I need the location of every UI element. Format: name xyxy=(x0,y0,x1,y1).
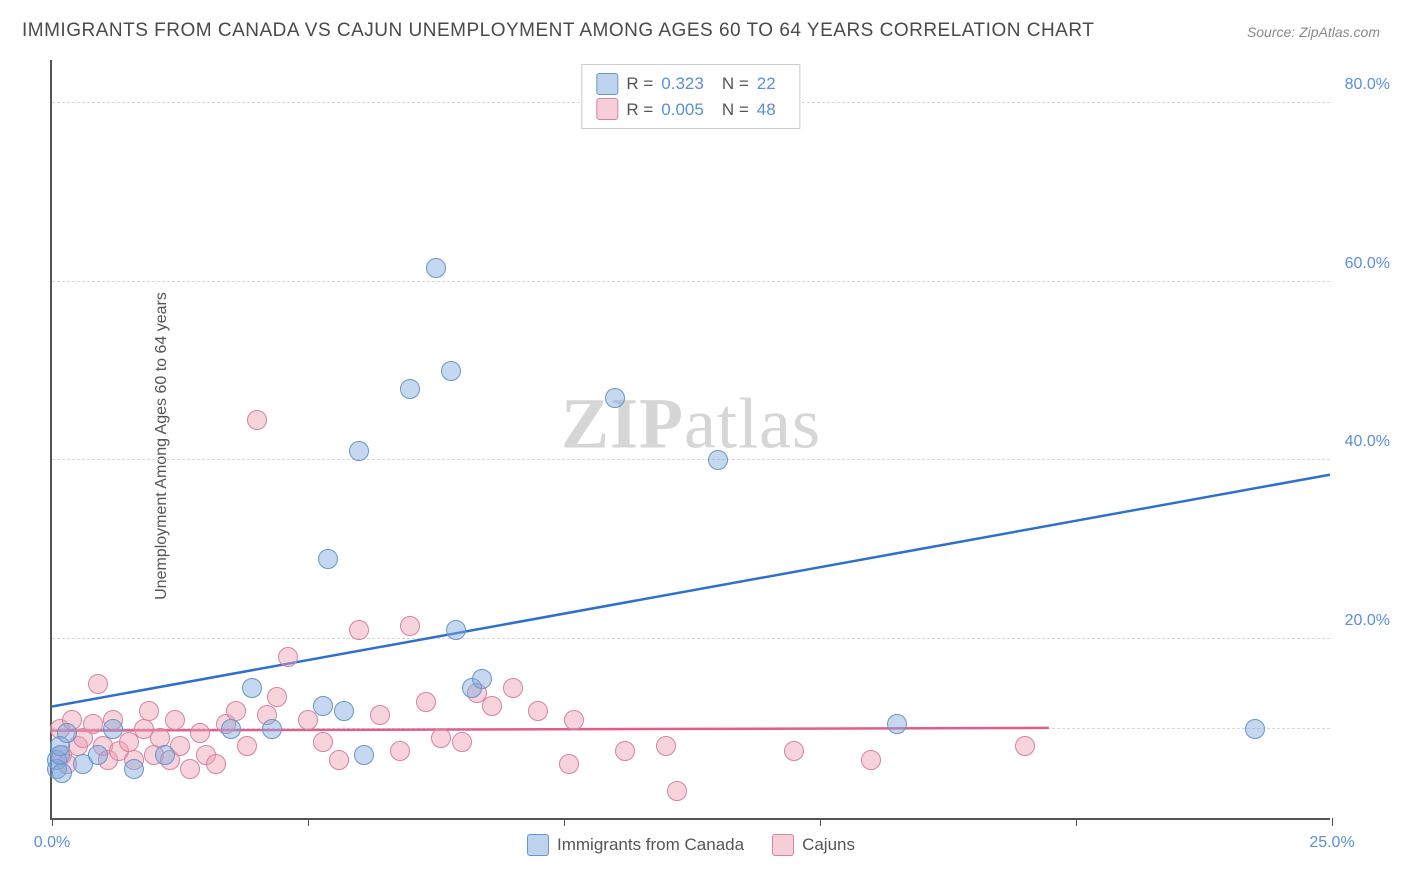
y-tick-label: 80.0% xyxy=(1345,76,1390,94)
scatter-point-blue xyxy=(103,719,123,739)
chart-title: IMMIGRANTS FROM CANADA VS CAJUN UNEMPLOY… xyxy=(22,20,1094,42)
scatter-point-blue xyxy=(354,745,374,765)
swatch-blue-icon xyxy=(527,834,549,856)
scatter-point-blue xyxy=(1245,719,1265,739)
scatter-point-pink xyxy=(416,692,436,712)
scatter-point-pink xyxy=(656,736,676,756)
x-tick-label: 25.0% xyxy=(1309,834,1354,852)
scatter-point-pink xyxy=(278,647,298,667)
gridline xyxy=(52,728,1330,729)
scatter-point-blue xyxy=(88,745,108,765)
scatter-point-blue xyxy=(155,745,175,765)
r-label: R = xyxy=(626,97,653,123)
gridline xyxy=(52,459,1330,460)
scatter-point-blue xyxy=(221,719,241,739)
scatter-point-blue xyxy=(887,714,907,734)
gridline xyxy=(52,638,1330,639)
gridline xyxy=(52,281,1330,282)
scatter-point-blue xyxy=(242,678,262,698)
x-tick xyxy=(564,818,565,826)
scatter-point-pink xyxy=(165,710,185,730)
scatter-point-blue xyxy=(400,379,420,399)
scatter-plot: ZIPatlas 20.0%40.0%60.0%80.0% 0.0%25.0% … xyxy=(50,60,1330,820)
r-value-blue: 0.323 xyxy=(661,71,704,97)
scatter-point-blue xyxy=(426,258,446,278)
scatter-point-pink xyxy=(667,781,687,801)
x-tick xyxy=(308,818,309,826)
scatter-point-blue xyxy=(472,669,492,689)
swatch-blue-icon xyxy=(596,73,618,95)
scatter-point-pink xyxy=(88,674,108,694)
scatter-point-pink xyxy=(370,705,390,725)
x-tick xyxy=(52,818,53,826)
series-label-pink: Cajuns xyxy=(802,835,855,855)
series-label-blue: Immigrants from Canada xyxy=(557,835,744,855)
scatter-point-pink xyxy=(431,728,451,748)
swatch-pink-icon xyxy=(596,98,618,120)
scatter-point-pink xyxy=(139,701,159,721)
scatter-point-pink xyxy=(206,754,226,774)
scatter-point-pink xyxy=(564,710,584,730)
x-tick-label: 0.0% xyxy=(34,834,70,852)
scatter-point-pink xyxy=(237,736,257,756)
series-legend: Immigrants from Canada Cajuns xyxy=(527,834,855,856)
n-value-blue: 22 xyxy=(757,71,776,97)
scatter-point-pink xyxy=(452,732,472,752)
scatter-point-pink xyxy=(190,723,210,743)
scatter-point-pink xyxy=(390,741,410,761)
legend-item-blue: Immigrants from Canada xyxy=(527,834,744,856)
scatter-point-blue xyxy=(313,696,333,716)
y-tick-label: 20.0% xyxy=(1345,612,1390,630)
scatter-point-pink xyxy=(861,750,881,770)
n-label: N = xyxy=(722,97,749,123)
scatter-point-blue xyxy=(441,361,461,381)
trendline-blue xyxy=(52,475,1330,707)
scatter-point-blue xyxy=(446,620,466,640)
x-tick xyxy=(1076,818,1077,826)
legend-row-pink: R = 0.005 N = 48 xyxy=(596,97,785,123)
r-value-pink: 0.005 xyxy=(661,97,704,123)
r-label: R = xyxy=(626,71,653,97)
scatter-point-blue xyxy=(605,388,625,408)
scatter-point-pink xyxy=(313,732,333,752)
scatter-point-blue xyxy=(52,763,72,783)
legend-item-pink: Cajuns xyxy=(772,834,855,856)
x-tick xyxy=(820,818,821,826)
scatter-point-pink xyxy=(615,741,635,761)
legend-row-blue: R = 0.323 N = 22 xyxy=(596,71,785,97)
scatter-point-pink xyxy=(528,701,548,721)
scatter-point-blue xyxy=(262,719,282,739)
y-tick-label: 40.0% xyxy=(1345,433,1390,451)
swatch-pink-icon xyxy=(772,834,794,856)
scatter-point-pink xyxy=(400,616,420,636)
scatter-point-pink xyxy=(482,696,502,716)
scatter-point-blue xyxy=(318,549,338,569)
watermark: ZIPatlas xyxy=(561,382,821,465)
scatter-point-pink xyxy=(559,754,579,774)
scatter-point-pink xyxy=(349,620,369,640)
n-value-pink: 48 xyxy=(757,97,776,123)
x-tick xyxy=(1332,818,1333,826)
scatter-point-blue xyxy=(124,759,144,779)
scatter-point-blue xyxy=(57,723,77,743)
n-label: N = xyxy=(722,71,749,97)
scatter-point-blue xyxy=(349,441,369,461)
correlation-legend: R = 0.323 N = 22 R = 0.005 N = 48 xyxy=(581,64,800,129)
scatter-point-pink xyxy=(503,678,523,698)
scatter-point-blue xyxy=(708,450,728,470)
scatter-point-pink xyxy=(1015,736,1035,756)
source-attribution: Source: ZipAtlas.com xyxy=(1247,24,1380,40)
scatter-point-pink xyxy=(150,728,170,748)
scatter-point-blue xyxy=(334,701,354,721)
scatter-point-pink xyxy=(784,741,804,761)
scatter-point-pink xyxy=(83,714,103,734)
scatter-point-pink xyxy=(267,687,287,707)
scatter-point-pink xyxy=(247,410,267,430)
y-tick-label: 60.0% xyxy=(1345,255,1390,273)
scatter-point-pink xyxy=(329,750,349,770)
